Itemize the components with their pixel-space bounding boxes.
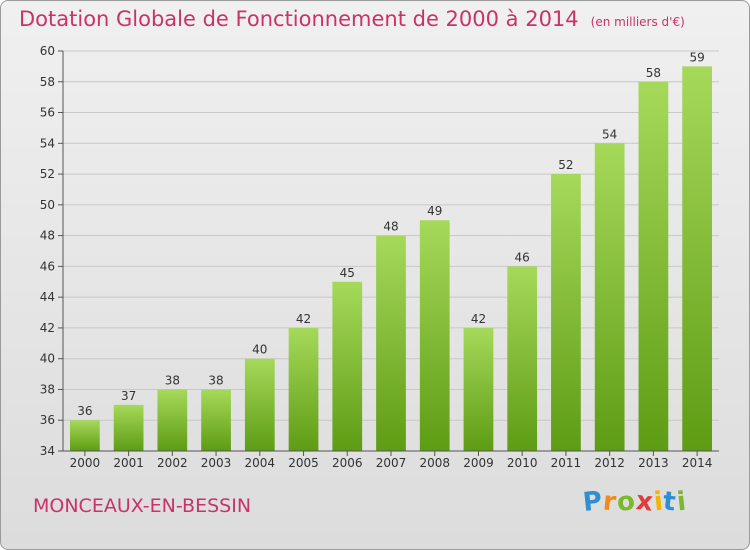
bar	[682, 66, 713, 451]
data-label: 59	[689, 50, 704, 64]
data-label: 45	[340, 266, 355, 280]
data-label: 58	[646, 66, 661, 80]
x-tick-label: 2004	[245, 456, 276, 470]
bar	[551, 174, 581, 452]
bar	[419, 220, 450, 451]
data-label: 38	[165, 373, 180, 387]
y-tick-label: 38	[40, 382, 55, 396]
data-label: 38	[208, 373, 223, 387]
y-tick-label: 54	[40, 136, 55, 150]
bar	[201, 389, 231, 451]
unit-note: (en milliers d'€)	[590, 15, 685, 29]
bar	[376, 235, 406, 451]
x-tick-label: 2010	[507, 456, 538, 470]
bar	[594, 143, 625, 452]
bar	[638, 81, 669, 452]
bar	[113, 404, 144, 451]
data-label: 54	[602, 127, 617, 141]
bar	[244, 358, 275, 451]
data-label: 46	[515, 250, 530, 264]
logo-letter: i	[675, 486, 689, 518]
bar	[507, 266, 538, 451]
axes: 34 36 38 40 42 44 46 48 50 52 54 56 58 60 2000 2001 2002…	[40, 44, 719, 470]
x-tick-label: 2001	[113, 456, 144, 470]
data-label: 52	[558, 158, 573, 172]
data-label: 42	[471, 312, 486, 326]
data-label: 49	[427, 204, 442, 218]
y-tick-label: 48	[40, 229, 55, 243]
x-tick-label: 2013	[638, 456, 669, 470]
y-tick-label: 52	[40, 167, 55, 181]
y-tick-label: 40	[40, 352, 55, 366]
commune-name: MONCEAUX-EN-BESSIN	[33, 495, 252, 517]
bar	[157, 389, 188, 451]
y-tick-label: 36	[40, 413, 55, 427]
y-tick-label: 56	[40, 106, 55, 120]
y-tick-label: 60	[40, 44, 55, 58]
data-label: 48	[383, 220, 398, 234]
x-tick-label: 2012	[594, 456, 625, 470]
chart-title: Dotation Globale de Fonctionnement de 20…	[19, 7, 685, 31]
title-text: Dotation Globale de Fonctionnement de 20…	[19, 7, 579, 31]
data-label: 37	[121, 389, 136, 403]
bars	[69, 66, 713, 452]
x-tick-label: 2009	[463, 456, 494, 470]
x-tick-label: 2014	[682, 456, 713, 470]
data-label: 40	[252, 343, 267, 357]
proxiti-logo: Proxiti	[581, 486, 689, 518]
y-tick-label: 34	[40, 444, 55, 458]
bar	[69, 420, 100, 451]
x-tick-label: 2005	[288, 456, 319, 470]
y-tick-label: 44	[40, 290, 55, 304]
bar	[288, 327, 319, 451]
x-tick-label: 2003	[201, 456, 232, 470]
x-tick-label: 2000	[70, 456, 101, 470]
x-tick-label: 2008	[419, 456, 450, 470]
x-tick-label: 2007	[376, 456, 407, 470]
y-tick-label: 58	[40, 75, 55, 89]
data-label: 42	[296, 312, 311, 326]
y-tick-label: 50	[40, 198, 55, 212]
y-tick-label: 42	[40, 321, 55, 335]
bar	[332, 281, 363, 451]
x-tick-label: 2002	[157, 456, 188, 470]
value-labels: 36 37 38 38 40 42 45 48 49 42 46 52 54 58 59	[77, 50, 705, 418]
x-tick-label: 2006	[332, 456, 363, 470]
x-tick-label: 2011	[551, 456, 582, 470]
bar	[463, 327, 494, 451]
data-label: 36	[77, 404, 92, 418]
y-tick-label: 46	[40, 259, 55, 273]
